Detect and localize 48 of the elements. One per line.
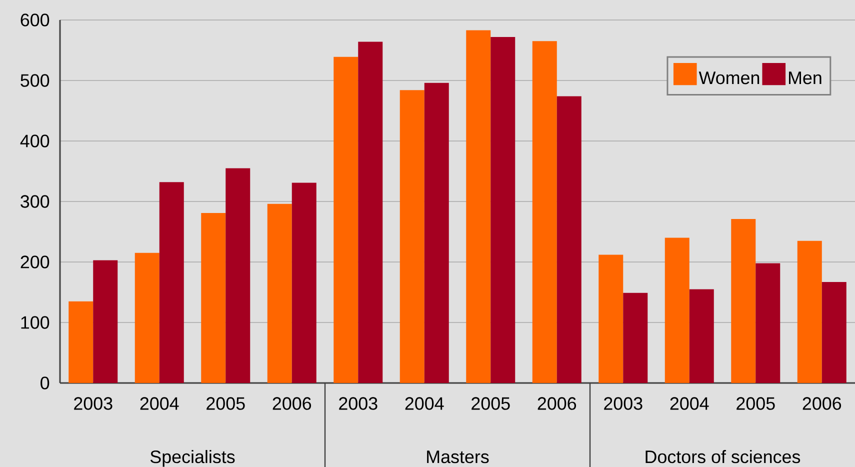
y-tick-label: 0 bbox=[40, 376, 50, 390]
bar bbox=[267, 204, 292, 383]
bar bbox=[756, 263, 780, 383]
bar bbox=[532, 41, 557, 383]
bar bbox=[226, 168, 250, 383]
legend-label: Women bbox=[698, 72, 760, 84]
x-tick-label: 2003 bbox=[339, 397, 378, 410]
bar bbox=[466, 30, 491, 383]
bar bbox=[731, 219, 756, 383]
legend-label: Men bbox=[789, 72, 822, 84]
x-tick-label: 2004 bbox=[670, 397, 709, 410]
x-tick-label: 2005 bbox=[472, 397, 510, 410]
x-tick-label: 2006 bbox=[272, 397, 312, 410]
bar bbox=[664, 238, 690, 383]
x-tick-label: 2005 bbox=[206, 397, 245, 410]
text: Specialists bbox=[150, 450, 235, 467]
bar bbox=[134, 252, 160, 383]
bar bbox=[201, 212, 226, 383]
y-tick-label: 300 bbox=[20, 195, 50, 208]
bar bbox=[623, 292, 648, 383]
bar bbox=[334, 56, 358, 383]
x-tick-label: 2006 bbox=[802, 397, 842, 410]
y-tick-label: 600 bbox=[20, 14, 50, 26]
bar bbox=[400, 90, 424, 383]
bar bbox=[68, 301, 94, 383]
bar bbox=[424, 82, 449, 383]
y-tick-label: 200 bbox=[20, 256, 50, 268]
bar bbox=[292, 182, 316, 383]
bar bbox=[556, 96, 582, 383]
x-tick-label: 2003 bbox=[604, 397, 642, 410]
bar bbox=[689, 289, 714, 383]
bar bbox=[797, 240, 822, 383]
bar bbox=[490, 36, 516, 383]
x-tick-label: 2005 bbox=[736, 397, 775, 410]
x-tick-label: 2003 bbox=[74, 397, 112, 410]
y-tick-label: 400 bbox=[20, 134, 50, 148]
x-tick-label: 2004 bbox=[140, 397, 179, 410]
bar bbox=[159, 182, 184, 383]
text: Masters bbox=[427, 450, 489, 464]
text: Doctors of sciences bbox=[646, 450, 800, 464]
bar bbox=[358, 42, 383, 383]
bar bbox=[598, 254, 624, 383]
x-tick-label: 2006 bbox=[538, 397, 576, 410]
y-tick-label: 500 bbox=[20, 74, 50, 87]
y-tick-label: 100 bbox=[21, 316, 50, 329]
x-tick-label: 2004 bbox=[405, 397, 444, 410]
bar bbox=[93, 260, 118, 383]
bar bbox=[822, 282, 846, 383]
